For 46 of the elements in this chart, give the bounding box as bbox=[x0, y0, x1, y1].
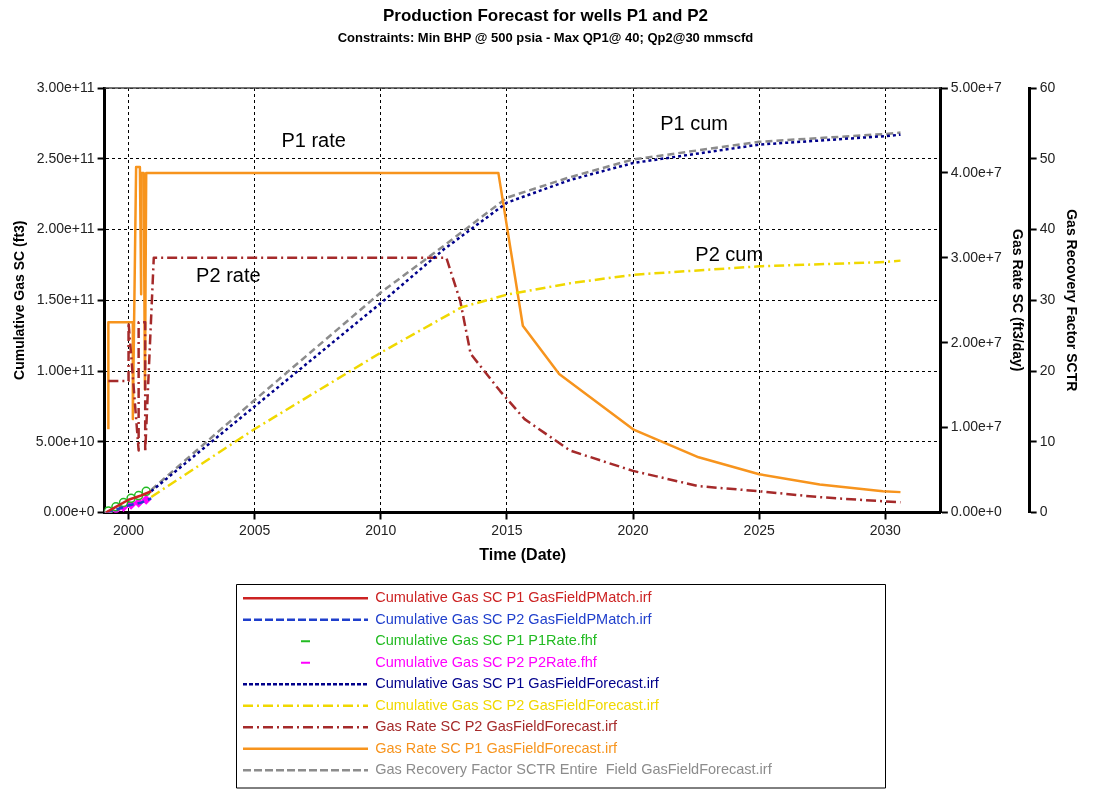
annotation: P2 cum bbox=[695, 243, 764, 266]
y-tick-label: 2.00e+11 bbox=[36, 220, 95, 237]
x-axis-title: Time (Date) bbox=[479, 546, 567, 564]
text: Cumulative Gas SC P2 P2Rate.fhf bbox=[375, 653, 598, 670]
text: Gas Recovery Factor SCTR Entire Field GasFieldForecast.irf bbox=[375, 761, 773, 778]
y3-tick-label: 0 bbox=[1039, 503, 1048, 520]
y2-tick-label: 4.00e+7 bbox=[950, 163, 1003, 180]
x-tick-label: 2015 bbox=[491, 521, 523, 538]
y2-tick-label: 1.00e+7 bbox=[950, 418, 1003, 435]
y3-tick-label: 50 bbox=[1039, 149, 1056, 166]
y2-tick-label: 5.00e+7 bbox=[950, 78, 1003, 95]
y3-tick-label: 30 bbox=[1039, 291, 1056, 308]
x-tick-label: 2025 bbox=[743, 521, 775, 538]
y3-tick-label: 60 bbox=[1039, 78, 1056, 95]
y-tick-label: 2.50e+11 bbox=[36, 149, 95, 166]
y-tick-label: 1.50e+11 bbox=[36, 291, 95, 308]
x-tick-label: 2020 bbox=[617, 521, 649, 538]
text: Cumulative Gas SC P1 P1Rate.fhf bbox=[375, 632, 598, 649]
text: Cumulative Gas SC P2 GasFieldPMatch.irf bbox=[375, 610, 653, 627]
annotation: P1 rate bbox=[281, 128, 346, 151]
text: Gas Rate SC P1 GasFieldForecast.irf bbox=[375, 739, 618, 756]
y2-tick-label: 2.00e+7 bbox=[950, 333, 1003, 350]
x-tick-label: 2010 bbox=[365, 521, 397, 538]
y-tick-label: 1.00e+11 bbox=[36, 361, 95, 378]
y2-axis-title: Gas Rate SC (ft3/day) bbox=[1010, 229, 1027, 372]
text: Cumulative Gas SC P1 GasFieldForecast.irf bbox=[375, 675, 660, 692]
y3-tick-label: 20 bbox=[1039, 361, 1056, 378]
x-tick-label: 2005 bbox=[239, 521, 271, 538]
annotation: P1 cum bbox=[660, 111, 729, 134]
text: Cumulative Gas SC P2 GasFieldForecast.irf bbox=[375, 696, 660, 713]
chart-subtitle: Constraints: Min BHP @ 500 psia - Max QP1@ 40; Qp2@30 mmscfd bbox=[337, 29, 754, 45]
y3-tick-label: 40 bbox=[1039, 220, 1056, 237]
annotation: P2 rate bbox=[196, 263, 261, 286]
y-tick-label: 5.00e+10 bbox=[35, 432, 95, 449]
x-tick-label: 2000 bbox=[112, 521, 145, 538]
chart-title: Production Forecast for wells P1 and P2 bbox=[383, 5, 708, 25]
y3-tick-label: 10 bbox=[1039, 432, 1056, 449]
y2-tick-label: 3.00e+7 bbox=[950, 248, 1003, 265]
text: Gas Rate SC P2 GasFieldForecast.irf bbox=[375, 718, 618, 735]
y-tick-label: 0.00e+0 bbox=[43, 503, 95, 520]
y3-axis-title: Gas Recovery Factor SCTR bbox=[1063, 209, 1080, 392]
y2-tick-label: 0.00e+0 bbox=[950, 503, 1003, 520]
x-tick-label: 2030 bbox=[869, 521, 902, 538]
text: Cumulative Gas SC P1 GasFieldPMatch.irf bbox=[375, 589, 653, 606]
y-axis-title: Cumulative Gas SC (ft3) bbox=[11, 220, 28, 380]
y-tick-label: 3.00e+11 bbox=[36, 78, 95, 95]
